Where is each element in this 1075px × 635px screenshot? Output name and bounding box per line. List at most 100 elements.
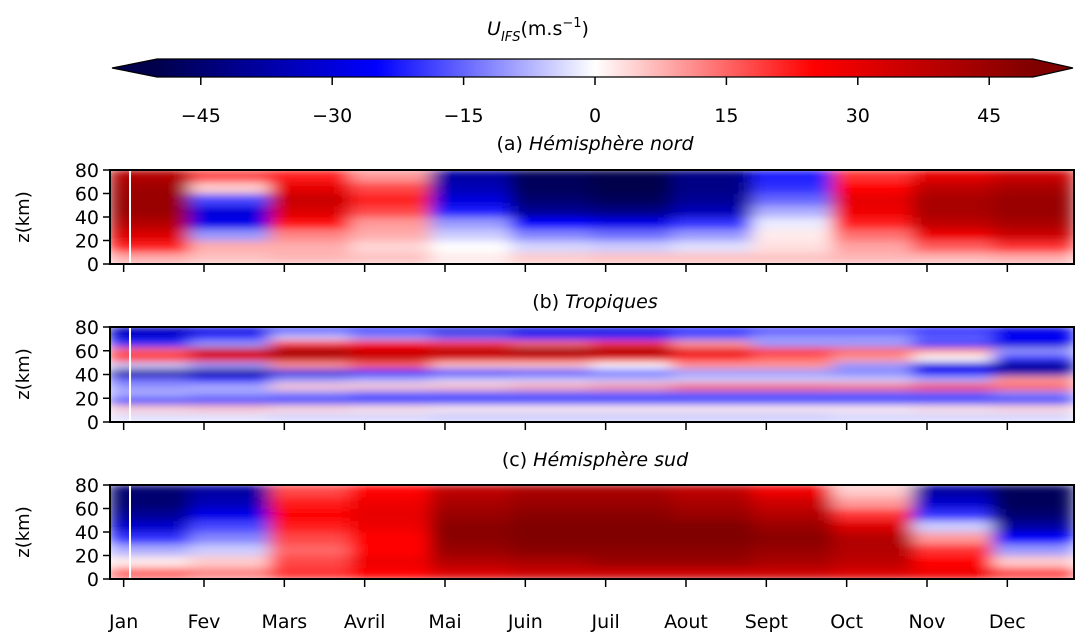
heatmap-cell xyxy=(430,368,513,377)
heatmap-cell xyxy=(510,555,593,568)
heatmap-cell xyxy=(591,228,674,241)
heatmap-cell xyxy=(751,170,834,183)
heatmap-cell xyxy=(671,485,754,498)
heatmap-cell xyxy=(110,411,192,422)
heatmap-cell xyxy=(912,368,995,377)
heatmap-cell xyxy=(992,216,1074,230)
heatmap-cell xyxy=(350,327,433,334)
heatmap-cell xyxy=(350,566,433,579)
heatmap-cell xyxy=(189,353,272,362)
heatmap-cell xyxy=(350,346,433,355)
heatmap-cell xyxy=(671,368,754,377)
heatmap-cell xyxy=(269,375,352,384)
heatmap-cell xyxy=(269,339,352,348)
colorbar-min-extend xyxy=(112,59,157,77)
heatmap-cell xyxy=(110,193,192,206)
heatmap-cell xyxy=(832,360,915,370)
heatmap-cell xyxy=(350,360,433,370)
heatmap-cell xyxy=(189,346,272,355)
heatmap-cell xyxy=(430,181,513,194)
heatmap-cell xyxy=(110,360,192,370)
month-label: Juil xyxy=(591,611,620,633)
heatmap-cell xyxy=(671,346,754,355)
heatmap-cell xyxy=(430,339,513,348)
heatmap-cell xyxy=(430,382,513,391)
heatmap-cell xyxy=(912,543,995,556)
colorbar: UIFS(m.s−1) −45 −30 −15 0 15 30 45 xyxy=(111,16,1074,127)
heatmap-cell xyxy=(510,346,593,355)
heatmap-cell xyxy=(430,332,513,341)
heatmap-cell xyxy=(591,555,674,568)
heatmap-cell xyxy=(350,531,433,545)
heatmap-cell xyxy=(992,555,1074,568)
heatmap-cell xyxy=(269,228,352,241)
heatmap-cell xyxy=(269,396,352,405)
heatmap-cell xyxy=(189,327,272,334)
heatmap-cell xyxy=(110,346,192,355)
colorbar-tick-label: 0 xyxy=(589,105,601,127)
heatmap-cell xyxy=(350,555,433,568)
x-axis-month-labels: Jan Fev Mars Avril Mai Juin Juil Aout Sept Oct Nov… xyxy=(108,611,1026,633)
colorbar-tick-label: −45 xyxy=(181,105,221,127)
heatmap-cell xyxy=(110,485,192,498)
heatmap-cell xyxy=(110,555,192,568)
heatmap-cell xyxy=(912,519,995,533)
panel-b-xticks xyxy=(122,422,1009,430)
heatmap-cell xyxy=(189,375,272,384)
heatmap-cell xyxy=(751,531,834,545)
heatmap-cell xyxy=(671,353,754,362)
heatmap-cell xyxy=(992,339,1074,348)
heatmap-cell xyxy=(430,403,513,413)
heatmap-cell xyxy=(832,216,915,230)
heatmap-cell xyxy=(350,228,433,241)
heatmap-cell xyxy=(350,332,433,341)
heatmap-cell xyxy=(430,543,513,556)
heatmap-cell xyxy=(671,204,754,218)
heatmap-cell xyxy=(269,332,352,341)
y-tick-label: 80 xyxy=(75,160,99,182)
heatmap-cell xyxy=(591,339,674,348)
heatmap-cell xyxy=(992,181,1074,194)
heatmap-cell xyxy=(832,382,915,391)
heatmap-cell xyxy=(832,251,915,264)
heatmap-cell xyxy=(751,403,834,413)
heatmap-cell xyxy=(189,216,272,230)
heatmap-cell xyxy=(110,228,192,241)
heatmap-cell xyxy=(189,228,272,241)
heatmap-cell xyxy=(832,353,915,362)
heatmap-cell xyxy=(591,251,674,264)
month-label: Aout xyxy=(664,611,708,633)
heatmap-cell xyxy=(189,204,272,218)
heatmap-cell xyxy=(591,396,674,405)
panel-a-title: (a) Hémisphère nord xyxy=(496,133,694,155)
heatmap-cell xyxy=(751,204,834,218)
heatmap-cell xyxy=(591,382,674,391)
heatmap-cell xyxy=(751,228,834,241)
heatmap-cell xyxy=(912,170,995,183)
heatmap-cell xyxy=(671,216,754,230)
heatmap-cell xyxy=(671,411,754,422)
heatmap-cell xyxy=(912,411,995,422)
heatmap-cell xyxy=(350,382,433,391)
heatmap-cell xyxy=(992,240,1074,253)
heatmap-cell xyxy=(189,181,272,194)
heatmap-cell xyxy=(110,389,192,398)
colorbar-max-extend xyxy=(1033,59,1073,77)
heatmap-cell xyxy=(510,332,593,341)
heatmap-cell xyxy=(671,496,754,509)
heatmap-cell xyxy=(350,496,433,509)
heatmap-cell xyxy=(992,375,1074,384)
heatmap-cell xyxy=(992,411,1074,422)
heatmap-cell xyxy=(510,204,593,218)
heatmap-cell xyxy=(671,251,754,264)
heatmap-cell xyxy=(189,251,272,264)
heatmap-cell xyxy=(992,519,1074,533)
heatmap-cell xyxy=(110,339,192,348)
heatmap-cell xyxy=(110,216,192,230)
heatmap-cell xyxy=(269,531,352,545)
heatmap-cell xyxy=(751,375,834,384)
heatmap-cell xyxy=(269,327,352,334)
